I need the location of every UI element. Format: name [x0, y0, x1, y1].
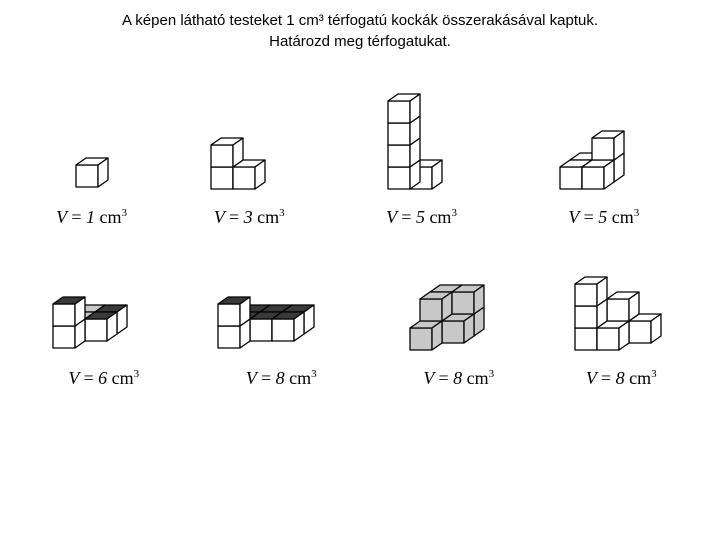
formula-5: V = 6 cm3 — [68, 368, 139, 389]
formula-3: V = 5 cm3 — [386, 207, 457, 228]
cell-1-3: V = 5 cm3 — [372, 77, 472, 228]
figure-3 — [372, 77, 472, 197]
figure-6 — [206, 248, 356, 358]
formula-1: V = 1 cm3 — [56, 207, 127, 228]
cell-2-3: V = 8 cm3 — [394, 258, 524, 389]
cell-1-4: V = 5 cm3 — [544, 117, 664, 228]
cell-2-4: V = 8 cm3 — [561, 258, 681, 389]
figure-7 — [394, 258, 524, 358]
figure-4 — [544, 117, 664, 197]
formula-8: V = 8 cm3 — [586, 368, 657, 389]
page-title: A képen látható testeket 1 cm³ térfogatú… — [20, 10, 700, 52]
cell-2-2: V = 8 cm3 — [206, 248, 356, 389]
formula-6: V = 8 cm3 — [246, 368, 317, 389]
figure-1 — [62, 137, 122, 197]
figure-2 — [199, 127, 299, 197]
cell-1-1: V = 1 cm3 — [56, 137, 127, 228]
row-2: V = 6 cm3 V = 8 cm3 V = 8 cm3 V = 8 cm3 — [20, 248, 700, 389]
formula-7: V = 8 cm3 — [423, 368, 494, 389]
figure-8 — [561, 258, 681, 358]
figure-5 — [39, 248, 169, 358]
title-line-1: A képen látható testeket 1 cm³ térfogatú… — [122, 12, 598, 29]
cell-2-1: V = 6 cm3 — [39, 248, 169, 389]
formula-2: V = 3 cm3 — [214, 207, 285, 228]
cell-1-2: V = 3 cm3 — [199, 127, 299, 228]
row-1: V = 1 cm3 V = 3 cm3 V = 5 cm3 V = 5 cm3 — [20, 77, 700, 228]
title-line-2: Határozd meg térfogatukat. — [269, 33, 451, 50]
formula-4: V = 5 cm3 — [568, 207, 639, 228]
